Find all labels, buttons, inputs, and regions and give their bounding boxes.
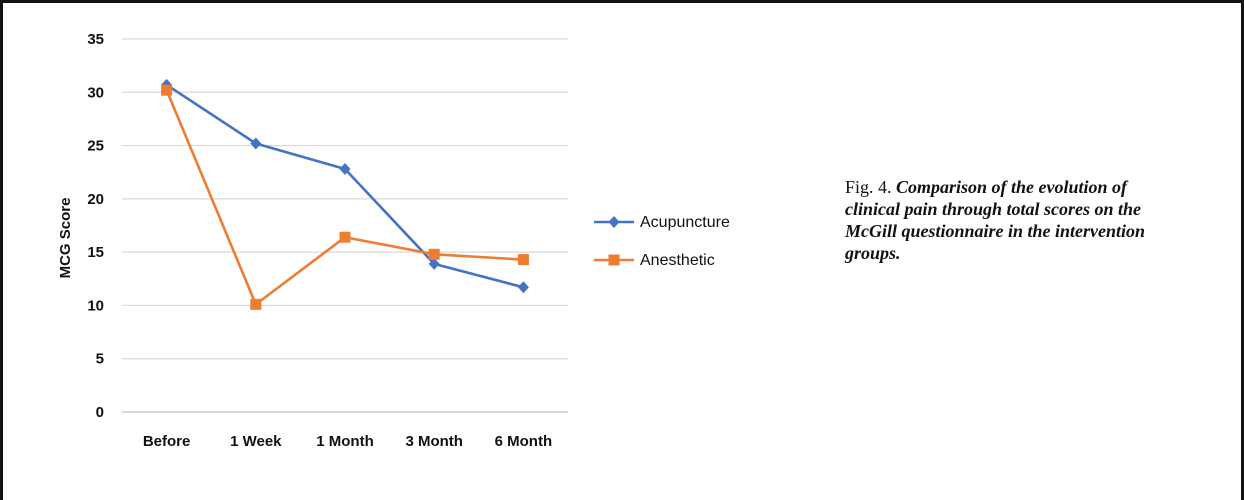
series-anesthetic (161, 84, 529, 310)
y-tick-label: 20 (87, 191, 104, 208)
data-point (428, 248, 440, 260)
x-tick-labels: Before 1 Week 1 Month 3 Month 6 Month (143, 433, 552, 450)
legend-marker (608, 216, 620, 228)
data-point (250, 298, 262, 310)
y-tick-label: 30 (87, 84, 104, 101)
figure-caption: Fig. 4. Comparison of the evolution of c… (845, 176, 1175, 264)
data-point (517, 281, 529, 294)
series-acupuncture (161, 78, 529, 294)
legend-marker (608, 254, 620, 266)
y-tick-label: 25 (87, 138, 104, 155)
legend: Acupuncture Anesthetic (594, 214, 730, 269)
y-tick-label: 0 (96, 404, 104, 421)
x-tick-label: Before (143, 433, 191, 450)
caption-label: Fig. 4. (845, 177, 892, 197)
data-point (339, 163, 351, 176)
legend-label: Anesthetic (640, 252, 715, 269)
y-tick-label: 10 (87, 297, 104, 314)
x-tick-label: 1 Week (230, 433, 282, 450)
y-tick-label: 15 (87, 244, 104, 261)
y-tick-label: 5 (96, 351, 104, 368)
legend-item: Anesthetic (594, 252, 715, 269)
x-tick-label: 1 Month (316, 433, 374, 450)
series-lines (161, 78, 529, 310)
caption-text: Comparison of the evolution of clinical … (845, 177, 1146, 263)
data-point (339, 231, 351, 243)
data-point (161, 84, 173, 96)
y-tick-label: 35 (87, 31, 104, 48)
data-point (250, 137, 262, 150)
y-axis-label: MCG Score (57, 198, 74, 279)
x-tick-label: 3 Month (405, 433, 463, 450)
legend-label: Acupuncture (640, 214, 730, 231)
legend-item: Acupuncture (594, 214, 730, 231)
data-point (517, 254, 529, 266)
x-tick-label: 6 Month (495, 433, 553, 450)
data-point (428, 257, 440, 270)
y-tick-labels: 0 5 10 15 20 25 30 35 (87, 31, 104, 421)
gridlines (122, 38, 568, 413)
